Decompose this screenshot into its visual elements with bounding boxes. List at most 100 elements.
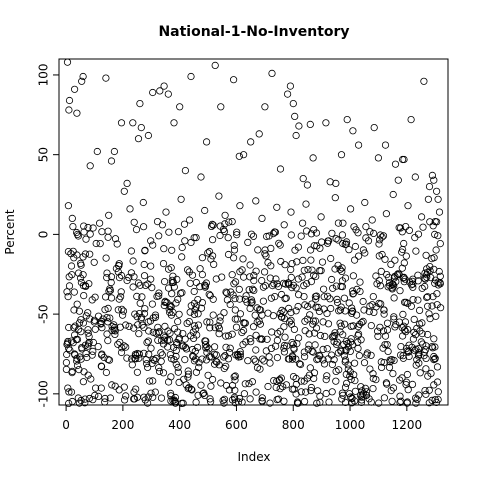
x-axis-label: Index <box>237 450 270 464</box>
data-point <box>430 335 438 343</box>
data-point <box>75 307 84 315</box>
data-point <box>409 295 417 304</box>
data-point <box>184 373 192 381</box>
data-point <box>220 395 229 403</box>
data-point <box>342 379 351 387</box>
data-point <box>367 321 375 330</box>
data-point <box>431 279 439 287</box>
data-point <box>155 232 163 240</box>
data-point <box>275 239 283 247</box>
data-point <box>315 351 323 359</box>
data-point <box>360 306 368 314</box>
data-point <box>287 316 295 324</box>
data-point <box>366 228 374 236</box>
x-tick-label: 1200 <box>392 418 423 432</box>
data-point <box>118 305 126 313</box>
data-point <box>399 352 407 360</box>
data-point <box>136 100 144 108</box>
data-point <box>414 345 423 353</box>
data-point <box>398 374 406 382</box>
data-point <box>215 361 223 369</box>
data-point <box>91 391 99 399</box>
data-point <box>347 322 355 330</box>
data-point <box>146 377 154 385</box>
data-point <box>252 346 260 354</box>
data-point <box>368 216 376 224</box>
data-point <box>350 223 358 231</box>
data-point <box>297 388 305 396</box>
data-point <box>322 389 330 398</box>
data-point <box>354 344 362 352</box>
data-point <box>252 388 260 396</box>
data-point <box>130 388 138 396</box>
data-point <box>350 256 359 264</box>
data-point <box>98 228 106 236</box>
data-point <box>302 227 311 235</box>
data-point <box>358 318 366 327</box>
data-point <box>314 387 322 395</box>
data-point <box>230 373 238 381</box>
data-point <box>268 69 276 78</box>
data-point <box>413 356 421 364</box>
data-point <box>409 275 417 283</box>
data-point <box>387 260 395 268</box>
data-point <box>329 332 337 340</box>
data-point <box>399 310 407 318</box>
data-point <box>192 234 200 242</box>
data-point <box>147 344 155 352</box>
data-point <box>254 246 262 254</box>
data-point <box>340 294 348 302</box>
data-point <box>198 355 206 363</box>
data-point <box>111 330 119 338</box>
data-point <box>64 248 73 256</box>
data-point <box>352 311 361 319</box>
data-point <box>398 155 407 164</box>
data-point <box>402 252 410 260</box>
data-point <box>288 385 296 393</box>
data-point <box>71 351 79 359</box>
data-point <box>155 328 163 336</box>
data-point <box>209 375 217 384</box>
data-point <box>73 228 81 237</box>
data-point <box>224 250 233 259</box>
data-point <box>276 327 284 335</box>
data-point <box>84 326 92 334</box>
data-point <box>430 176 438 184</box>
data-point <box>201 281 209 289</box>
data-point <box>288 283 296 292</box>
data-point <box>73 354 81 362</box>
data-point <box>145 350 153 358</box>
data-point <box>117 119 126 127</box>
data-point <box>244 357 252 365</box>
data-point <box>107 157 116 165</box>
x-tick-label: 1000 <box>335 418 366 432</box>
data-point <box>375 240 383 248</box>
data-point <box>125 322 133 330</box>
data-point <box>354 141 363 149</box>
data-point <box>89 224 97 232</box>
data-point <box>255 130 263 138</box>
data-point <box>326 295 334 303</box>
data-point <box>375 252 383 260</box>
data-point <box>173 340 181 348</box>
data-point <box>209 236 217 244</box>
data-point <box>223 296 231 304</box>
data-point <box>136 299 144 307</box>
data-point <box>269 312 277 320</box>
data-point <box>133 368 141 376</box>
data-point <box>167 373 175 381</box>
data-point <box>370 124 378 132</box>
data-point <box>265 353 273 361</box>
data-point <box>365 307 373 316</box>
data-point <box>390 294 398 302</box>
data-point <box>230 241 238 249</box>
data-point <box>62 358 71 367</box>
data-point <box>103 313 111 322</box>
data-point <box>307 256 315 264</box>
data-point <box>289 100 297 108</box>
data-point <box>255 317 263 325</box>
data-point <box>360 359 369 367</box>
data-point <box>312 229 321 237</box>
data-point <box>419 340 427 348</box>
data-point <box>327 304 335 313</box>
